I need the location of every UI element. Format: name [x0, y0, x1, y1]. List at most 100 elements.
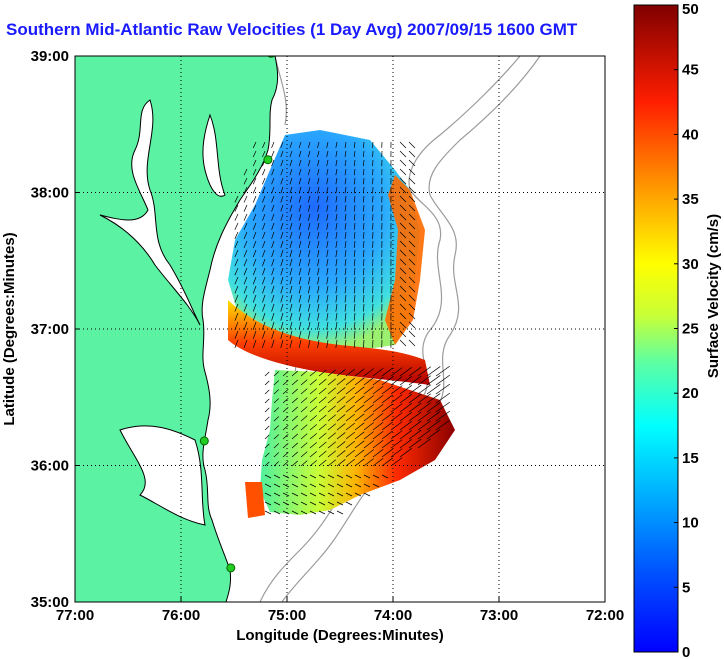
velocity-arrow	[317, 339, 320, 348]
velocity-arrow	[282, 433, 289, 440]
velocity-arrow	[399, 412, 412, 422]
velocity-arrow	[271, 285, 275, 294]
velocity-arrow	[354, 474, 362, 479]
velocity-arrow	[282, 415, 289, 422]
velocity-arrow	[363, 141, 365, 148]
velocity-arrow	[252, 195, 257, 203]
velocity-arrow	[426, 429, 441, 440]
velocity-arrow	[326, 285, 329, 294]
velocity-arrow	[363, 168, 365, 176]
velocity-arrow	[344, 231, 347, 239]
velocity-arrow	[243, 213, 248, 221]
velocity-arrow	[399, 403, 412, 413]
velocity-arrow	[372, 376, 384, 386]
velocity-arrow	[417, 366, 431, 377]
velocity-arrow	[264, 398, 270, 404]
velocity-arrow	[363, 303, 365, 312]
velocity-arrow	[318, 459, 327, 467]
velocity-arrow	[408, 168, 416, 176]
velocity-arrow	[344, 312, 347, 321]
velocity-arrow	[273, 371, 280, 377]
velocity-arrow	[289, 213, 293, 221]
velocity-arrow	[252, 213, 257, 221]
velocity-arrow	[353, 213, 356, 221]
velocity-arrow	[282, 474, 290, 479]
velocity-arrow	[317, 294, 320, 303]
velocity-arrow	[335, 267, 338, 276]
velocity-arrow	[243, 303, 248, 312]
velocity-arrow	[363, 177, 365, 185]
velocity-arrow	[399, 204, 407, 212]
velocity-arrow	[327, 510, 335, 515]
velocity-arrow	[298, 339, 302, 348]
colorbar-ticks: 0 5 10 15 20 25 30 35 40 45 50	[674, 1, 699, 659]
x-tick-label: 72:00	[586, 607, 624, 624]
velocity-arrow	[307, 168, 311, 176]
velocity-field-front	[228, 300, 430, 385]
velocity-arrow	[326, 231, 329, 239]
velocity-arrow	[354, 440, 365, 449]
velocity-arrow	[243, 267, 248, 276]
velocity-arrow	[326, 267, 329, 276]
velocity-arrow	[291, 460, 299, 467]
velocity-arrow	[289, 240, 293, 249]
velocity-arrow	[243, 294, 248, 303]
velocity-arrow	[353, 267, 356, 276]
velocity-arrow	[298, 267, 302, 276]
velocity-arrow	[280, 330, 284, 339]
velocity-arrow	[234, 321, 239, 330]
radar-sites	[199, 56, 275, 573]
velocity-arrow	[354, 483, 362, 488]
velocity-arrow	[264, 461, 270, 467]
velocity-arrow	[262, 294, 266, 303]
velocity-arrow	[234, 339, 239, 349]
velocity-arrow	[417, 420, 431, 431]
grid	[75, 56, 605, 602]
velocity-arrow	[317, 168, 320, 176]
velocity-arrow	[408, 339, 416, 347]
estuary	[99, 99, 201, 326]
velocity-arrow	[363, 368, 374, 377]
velocity-arrow	[326, 204, 329, 212]
velocity-arrow	[399, 285, 407, 293]
velocity-arrow	[262, 330, 266, 339]
velocity-arrow	[344, 141, 347, 148]
velocity-arrow	[243, 222, 248, 230]
velocity-arrow	[264, 492, 272, 497]
velocity-arrow	[326, 249, 329, 258]
velocity-arrow	[271, 168, 275, 176]
velocity-arrow	[271, 249, 275, 258]
colorbar-tick-label: 0	[682, 644, 690, 659]
velocity-arrow	[252, 321, 257, 330]
velocity-arrow	[280, 186, 284, 194]
velocity-arrow	[344, 159, 347, 167]
velocity-arrow	[298, 303, 302, 312]
velocity-arrow	[289, 177, 293, 185]
velocity-arrow	[344, 240, 347, 248]
velocity-arrow	[327, 459, 336, 467]
velocity-arrow	[280, 285, 284, 294]
velocity-arrow	[300, 460, 308, 467]
velocity-arrow	[417, 375, 431, 386]
velocity-arrow	[408, 429, 422, 440]
velocity-arrow	[307, 258, 311, 267]
velocity-arrow	[289, 321, 293, 330]
velocity-arrow	[264, 510, 272, 515]
colorbar-label: Surface Velocity (cm/s)	[705, 214, 722, 378]
velocity-arrow	[408, 204, 416, 212]
velocity-arrow	[390, 376, 403, 386]
velocity-arrow	[353, 204, 356, 212]
velocity-arrow	[399, 150, 407, 158]
velocity-arrow	[327, 441, 336, 449]
velocity-arrow	[271, 177, 275, 185]
velocity-arrow	[309, 370, 318, 377]
velocity-arrow	[363, 330, 365, 339]
velocity-arrow	[262, 168, 266, 176]
velocity-arrow	[271, 267, 275, 276]
velocity-arrow	[399, 339, 407, 347]
velocity-arrow	[363, 449, 374, 458]
velocity-arrow	[353, 294, 356, 303]
velocity-field-north	[228, 130, 420, 350]
velocity-arrow	[262, 303, 266, 312]
velocity-arrow	[291, 424, 299, 431]
